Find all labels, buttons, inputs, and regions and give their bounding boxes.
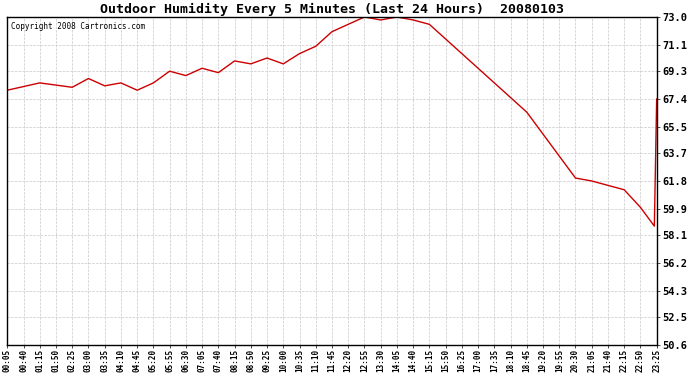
Text: Copyright 2008 Cartronics.com: Copyright 2008 Cartronics.com <box>10 22 145 31</box>
Title: Outdoor Humidity Every 5 Minutes (Last 24 Hours)  20080103: Outdoor Humidity Every 5 Minutes (Last 2… <box>100 3 564 16</box>
